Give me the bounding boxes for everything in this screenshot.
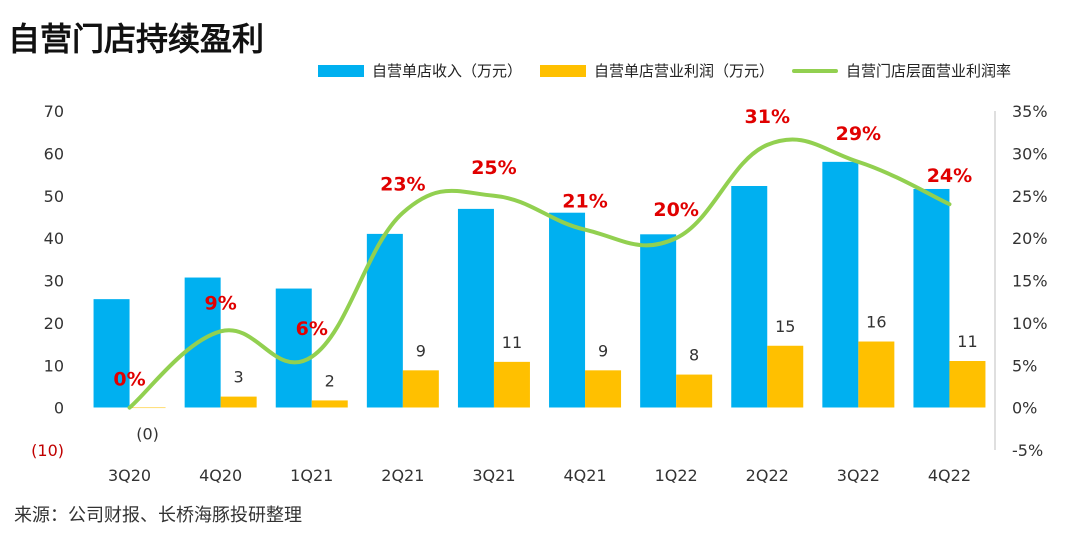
y-right-tick-label: 0% [1012, 399, 1037, 418]
revenue-bar [366, 233, 403, 408]
chart-title: 自营门店持续盈利 [8, 20, 265, 58]
profit-bar [220, 396, 257, 408]
revenue-bar [913, 188, 950, 408]
profit-data-label: 9 [598, 341, 608, 360]
y-left-tick-label: 40 [44, 229, 64, 248]
profit-data-label: 8 [689, 346, 699, 365]
y-left-tick-label: 30 [44, 272, 64, 291]
profit-bar [949, 361, 986, 408]
legend-swatch-margin [792, 68, 839, 73]
x-category-label: 3Q21 [472, 466, 515, 485]
source-note: 来源：公司财报、长桥海豚投研整理 [14, 505, 302, 526]
margin-data-label: 6% [296, 318, 328, 340]
profit-data-label: 11 [957, 332, 977, 351]
profit-data-label: 9 [416, 341, 426, 360]
margin-data-label: 25% [471, 157, 516, 179]
revenue-bar [731, 186, 768, 408]
margin-data-label: 0% [113, 369, 145, 391]
legend-label-margin: 自营门店层面营业利润率 [846, 62, 1012, 80]
y-left-tick-label: 0 [54, 399, 64, 418]
profit-data-label: 11 [502, 333, 522, 352]
legend-item-margin: 自营门店层面营业利润率 [792, 60, 1011, 81]
legend-label-profit: 自营单店营业利润（万元） [594, 62, 775, 80]
profit-data-label: 2 [325, 371, 335, 390]
x-category-label: 4Q21 [563, 466, 606, 485]
profit-bar [493, 361, 530, 408]
profit-bar [767, 345, 804, 408]
y-right-tick-label: 5% [1012, 356, 1037, 375]
x-category-label: 1Q21 [290, 466, 333, 485]
legend-item-revenue: 自营单店收入（万元） [318, 60, 522, 81]
legend-item-profit: 自营单店营业利润（万元） [540, 60, 774, 81]
margin-data-label: 20% [653, 199, 698, 221]
x-category-label: 3Q20 [108, 466, 151, 485]
y-left-tick-label: 50 [44, 187, 64, 206]
y-right-tick-label: 30% [1012, 144, 1048, 163]
legend: 自营单店收入（万元） 自营单店营业利润（万元） 自营门店层面营业利润率 [318, 60, 1029, 81]
profit-bar [129, 407, 166, 409]
revenue-bar [184, 277, 221, 408]
profit-bar [858, 341, 895, 408]
margin-data-label: 31% [745, 106, 790, 128]
profit-bar [402, 370, 439, 408]
profit-data-label: 15 [775, 317, 795, 336]
revenue-bar [640, 234, 677, 408]
margin-data-label: 21% [562, 191, 607, 213]
profit-bar [676, 374, 713, 408]
x-category-label: 2Q21 [381, 466, 424, 485]
profit-data-label: (0) [136, 425, 159, 444]
y-left-tick-label: 20 [44, 314, 64, 333]
margin-data-label: 23% [380, 174, 425, 196]
y-right-tick-label: 35% [1012, 102, 1048, 121]
margin-data-label: 9% [205, 292, 237, 314]
y-left-tick-label: 10 [44, 356, 64, 375]
margin-line [127, 137, 952, 410]
x-category-label: 2Q22 [746, 466, 789, 485]
legend-swatch-revenue [318, 64, 364, 77]
legend-label-revenue: 自营单店收入（万元） [372, 62, 523, 80]
y-right-tick-label: 10% [1012, 314, 1048, 333]
profit-data-label: 3 [234, 368, 244, 387]
x-category-label: 1Q22 [655, 466, 698, 485]
revenue-bar [457, 208, 494, 408]
margin-data-label: 24% [927, 165, 972, 187]
x-category-label: 4Q22 [928, 466, 971, 485]
y-right-tick-label: 20% [1012, 229, 1048, 248]
profit-bar [585, 370, 622, 408]
y-left-tick-label: 70 [44, 102, 64, 121]
y-right-tick-label: -5% [1012, 441, 1043, 460]
y-right-tick-label: 25% [1012, 187, 1048, 206]
y-left-tick-label: (10) [31, 441, 64, 460]
legend-swatch-profit [540, 64, 587, 77]
revenue-bar [549, 212, 586, 408]
x-category-label: 3Q22 [837, 466, 880, 485]
margin-data-label: 29% [836, 123, 881, 145]
y-right-tick-label: 15% [1012, 272, 1048, 291]
revenue-bar [822, 161, 859, 408]
x-category-label: 4Q20 [199, 466, 242, 485]
revenue-bar [275, 288, 312, 408]
revenue-bar [93, 299, 130, 408]
profit-data-label: 16 [866, 313, 886, 332]
profit-bar [311, 400, 348, 408]
y-left-tick-label: 60 [44, 144, 64, 163]
